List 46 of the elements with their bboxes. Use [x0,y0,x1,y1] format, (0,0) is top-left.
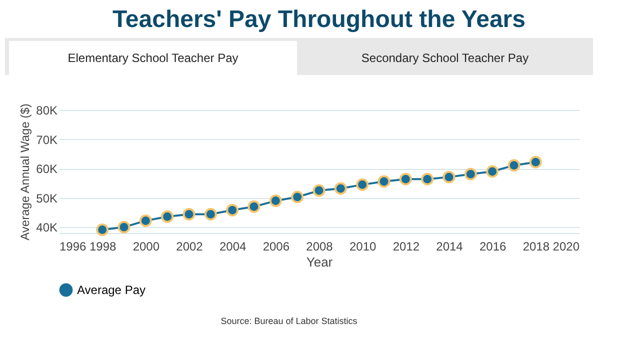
point [529,156,542,168]
point [508,159,520,172]
point [464,168,477,180]
y-axis-title: Average Annual Wage ($) [18,104,32,240]
chart-title: Teachers' Pay Throughout the Years [112,6,526,33]
point [161,210,174,223]
x-tick-label: 2012 [392,240,420,254]
x-tick-label: 2020 [552,240,580,254]
y-tick-label: 60K [36,162,58,176]
x-tick-label: 2018 [522,240,550,254]
point [442,170,456,184]
point [226,204,239,216]
point [399,172,412,186]
point [334,182,347,195]
x-axis-title: Year [306,254,334,270]
point [118,220,130,234]
point [248,200,260,213]
point [182,208,196,220]
y-tick-label: 50K [36,191,58,206]
point [312,184,326,197]
y-tick-label: 80K [36,104,58,118]
point [269,194,282,208]
point [204,208,217,220]
point [356,178,369,191]
x-tick-label: 1996 [60,240,87,254]
point [96,224,109,236]
point [139,214,152,227]
text: Secondary School Teacher Pay [361,51,529,65]
x-tick-label: 2008 [306,240,334,254]
x-tick-label: 2002 [176,240,204,254]
source-note: Source: Bureau of Labor Statistics [220,316,358,326]
point [421,172,434,186]
point [291,190,304,204]
legend-label: Average Pay [77,283,146,297]
x-tick-label: 2010 [349,240,377,254]
y-tick-label: 70K [36,132,58,147]
x-tick-label: 2006 [262,240,290,254]
x-tick-label: 2004 [219,240,247,254]
point [378,175,390,188]
point [486,165,499,178]
y-tick-label: 40K [36,220,58,235]
text: Elementary School Teacher Pay [68,51,238,65]
x-tick-label: 2016 [479,240,507,254]
x-tick-label: 2000 [132,240,160,254]
x-tick-label: 1998 [89,240,117,254]
x-tick-label: 2014 [436,240,464,254]
